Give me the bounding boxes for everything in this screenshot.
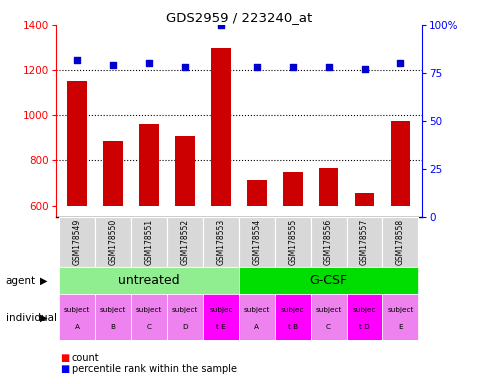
Bar — [346, 217, 382, 267]
Text: percentile rank within the sample: percentile rank within the sample — [72, 364, 236, 374]
Text: C: C — [325, 324, 331, 330]
Text: subjec: subjec — [209, 307, 232, 313]
Bar — [131, 217, 166, 267]
Point — [360, 66, 368, 72]
Text: individual: individual — [6, 313, 57, 323]
Point — [253, 64, 260, 70]
Text: ■: ■ — [60, 353, 70, 363]
Text: subject: subject — [64, 307, 91, 313]
Bar — [175, 136, 195, 206]
Bar — [238, 267, 418, 294]
Text: GSM178558: GSM178558 — [395, 219, 404, 265]
Bar — [382, 217, 418, 267]
Bar — [282, 172, 302, 206]
Text: C: C — [146, 324, 151, 330]
Bar — [59, 267, 239, 294]
Point — [396, 60, 404, 66]
Point — [73, 56, 81, 63]
Bar — [346, 294, 382, 340]
Text: subjec: subjec — [352, 307, 376, 313]
Text: E: E — [397, 324, 402, 330]
Text: GSM178549: GSM178549 — [73, 219, 82, 265]
Bar — [211, 48, 230, 206]
Bar — [139, 124, 159, 206]
Bar — [382, 294, 418, 340]
Text: subject: subject — [315, 307, 341, 313]
Bar — [103, 141, 123, 206]
Point — [181, 64, 188, 70]
Text: subject: subject — [243, 307, 270, 313]
Text: subject: subject — [100, 307, 126, 313]
Bar — [59, 294, 95, 340]
Bar — [67, 81, 87, 206]
Bar — [310, 217, 346, 267]
Text: B: B — [110, 324, 116, 330]
Text: ▶: ▶ — [40, 276, 47, 286]
Text: A: A — [75, 324, 80, 330]
Bar — [95, 217, 131, 267]
Text: subject: subject — [386, 307, 413, 313]
Text: GSM178551: GSM178551 — [144, 219, 153, 265]
Bar — [131, 294, 166, 340]
Text: GSM178553: GSM178553 — [216, 219, 225, 265]
Bar — [238, 217, 274, 267]
Text: untreated: untreated — [118, 274, 180, 287]
Text: subjec: subjec — [280, 307, 304, 313]
Point — [288, 64, 296, 70]
Bar — [202, 294, 238, 340]
Text: ▶: ▶ — [40, 313, 47, 323]
Point — [109, 62, 117, 68]
Text: GSM178555: GSM178555 — [287, 219, 297, 265]
Text: t E: t E — [215, 324, 226, 330]
Title: GDS2959 / 223240_at: GDS2959 / 223240_at — [166, 11, 311, 24]
Text: A: A — [254, 324, 259, 330]
Bar — [246, 180, 266, 206]
Bar — [310, 294, 346, 340]
Bar — [202, 217, 238, 267]
Text: t B: t B — [287, 324, 297, 330]
Text: t D: t D — [358, 324, 369, 330]
Bar — [166, 294, 202, 340]
Text: count: count — [72, 353, 99, 363]
Bar — [59, 217, 95, 267]
Bar — [95, 294, 131, 340]
Text: agent: agent — [6, 276, 36, 286]
Bar — [390, 121, 409, 206]
Text: D: D — [182, 324, 187, 330]
Bar — [238, 294, 274, 340]
Bar — [274, 217, 310, 267]
Text: G-CSF: G-CSF — [309, 274, 347, 287]
Point — [324, 64, 332, 70]
Text: GSM178554: GSM178554 — [252, 219, 261, 265]
Bar — [166, 217, 202, 267]
Text: GSM178552: GSM178552 — [180, 219, 189, 265]
Bar — [318, 169, 338, 206]
Text: GSM178556: GSM178556 — [323, 219, 333, 265]
Bar — [354, 193, 374, 206]
Text: subject: subject — [171, 307, 198, 313]
Text: ■: ■ — [60, 364, 70, 374]
Point — [216, 22, 224, 28]
Text: GSM178557: GSM178557 — [359, 219, 368, 265]
Text: subject: subject — [136, 307, 162, 313]
Bar — [274, 294, 310, 340]
Text: GSM178550: GSM178550 — [108, 219, 118, 265]
Point — [145, 60, 152, 66]
